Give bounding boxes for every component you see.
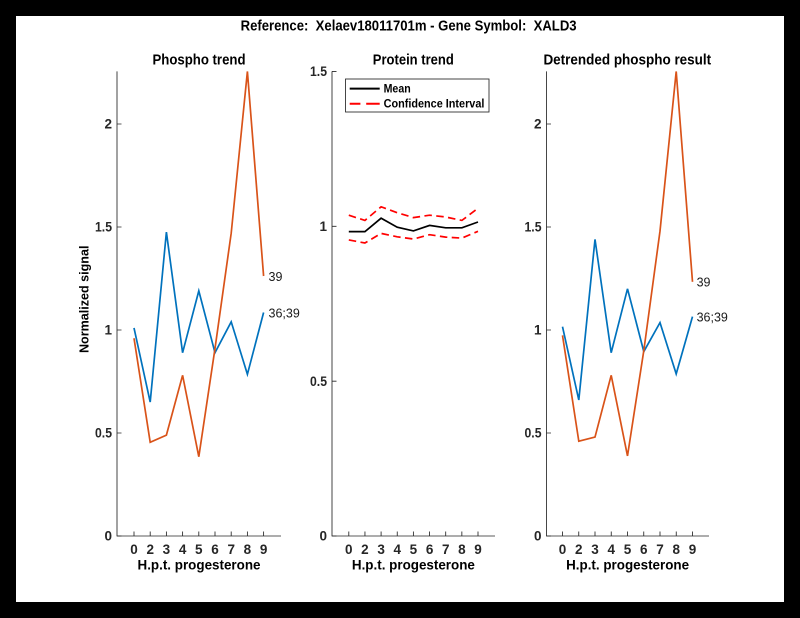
svg-text:6: 6 (211, 542, 219, 557)
svg-text:2: 2 (146, 542, 154, 557)
svg-text:3: 3 (377, 542, 385, 557)
svg-text:H.p.t. progesterone: H.p.t. progesterone (352, 557, 475, 573)
svg-text:Confidence Interval: Confidence Interval (384, 99, 485, 111)
svg-text:1: 1 (104, 323, 112, 338)
svg-text:H.p.t. progesterone: H.p.t. progesterone (566, 557, 689, 573)
svg-text:2: 2 (104, 117, 112, 132)
svg-text:2: 2 (534, 117, 542, 132)
svg-text:39: 39 (697, 276, 711, 290)
svg-text:39: 39 (269, 270, 283, 284)
svg-text:1.5: 1.5 (525, 220, 542, 235)
svg-text:3: 3 (591, 542, 599, 557)
svg-text:1.5: 1.5 (310, 64, 327, 79)
svg-text:H.p.t. progesterone: H.p.t. progesterone (138, 557, 261, 573)
svg-text:3: 3 (163, 542, 171, 557)
svg-text:4: 4 (607, 542, 615, 557)
svg-text:0: 0 (130, 542, 138, 557)
svg-text:5: 5 (195, 542, 203, 557)
svg-text:Protein trend: Protein trend (373, 52, 454, 69)
svg-text:Phospho trend: Phospho trend (153, 52, 246, 69)
svg-text:8: 8 (672, 542, 680, 557)
svg-text:0: 0 (104, 529, 112, 544)
svg-text:5: 5 (410, 542, 418, 557)
svg-text:0: 0 (319, 529, 327, 544)
svg-text:1.5: 1.5 (95, 220, 112, 235)
svg-text:0.5: 0.5 (525, 426, 542, 441)
svg-text:9: 9 (689, 542, 697, 557)
svg-text:4: 4 (393, 542, 401, 557)
svg-text:Detrended phospho result: Detrended phospho result (543, 52, 711, 69)
svg-text:9: 9 (474, 542, 482, 557)
svg-text:5: 5 (624, 542, 632, 557)
svg-text:7: 7 (656, 542, 664, 557)
svg-text:1: 1 (534, 323, 542, 338)
svg-text:Normalized signal: Normalized signal (77, 246, 92, 354)
svg-text:0: 0 (559, 542, 567, 557)
svg-text:36;39: 36;39 (697, 310, 728, 324)
svg-text:2: 2 (575, 542, 583, 557)
svg-text:7: 7 (442, 542, 450, 557)
svg-text:0.5: 0.5 (95, 426, 112, 441)
svg-text:Mean: Mean (384, 84, 411, 96)
svg-text:8: 8 (458, 542, 466, 557)
svg-text:9: 9 (260, 542, 268, 557)
svg-text:6: 6 (426, 542, 434, 557)
svg-text:36;39: 36;39 (269, 306, 300, 320)
svg-text:1: 1 (319, 219, 327, 234)
svg-text:8: 8 (244, 542, 252, 557)
svg-text:4: 4 (179, 542, 187, 557)
svg-text:0: 0 (534, 529, 542, 544)
svg-text:7: 7 (227, 542, 235, 557)
svg-text:6: 6 (640, 542, 648, 557)
svg-text:0.5: 0.5 (310, 374, 327, 389)
svg-text:Reference: Xelaev18011701m -: Reference: Xelaev18011701m - Gene Symbol… (241, 18, 577, 35)
svg-text:0: 0 (345, 542, 353, 557)
svg-text:2: 2 (361, 542, 369, 557)
